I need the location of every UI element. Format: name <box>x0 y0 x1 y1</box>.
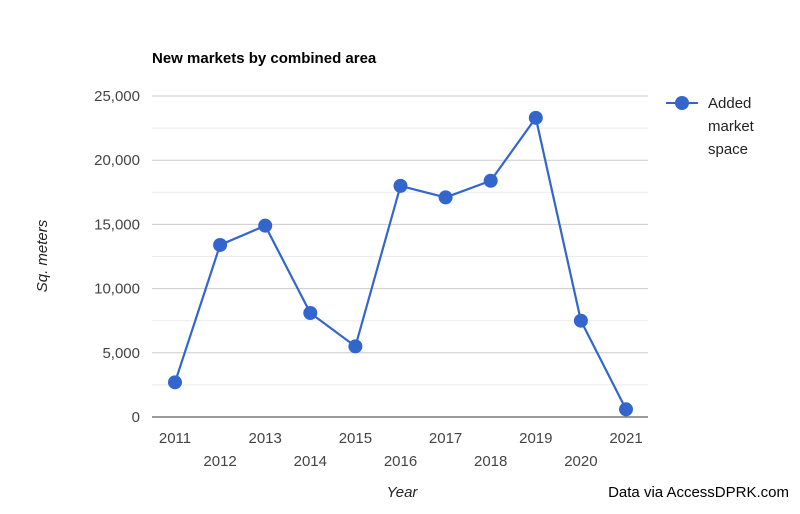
y-axis-title: Sq. meters <box>34 219 51 292</box>
series-line <box>173 116 627 410</box>
data-point-2017[interactable] <box>438 190 453 205</box>
y-tick-label: 15,000 <box>94 216 140 233</box>
data-point-2018[interactable] <box>483 173 498 188</box>
legend-label-line-2: market <box>708 118 755 135</box>
data-point-2019[interactable] <box>528 110 543 125</box>
gridlines <box>152 95 648 418</box>
x-tick-label: 2011 <box>159 430 191 447</box>
data-point-2016[interactable] <box>393 178 408 193</box>
chart-title: New markets by combined area <box>152 50 377 67</box>
x-tick-label: 2013 <box>249 430 282 447</box>
legend-marker <box>675 96 689 110</box>
x-tick-label: 2019 <box>519 430 552 447</box>
y-tick-label: 5,000 <box>102 345 140 362</box>
x-tick-label: 2012 <box>203 453 236 470</box>
x-tick-labels: 2011 2012 2013 2014 2015 2016 2017 2018 2019 2020… <box>159 430 643 470</box>
y-tick-label: 25,000 <box>94 88 140 105</box>
x-tick-label: 2015 <box>339 430 372 447</box>
x-axis-title: Year <box>387 484 419 501</box>
legend: Added market space <box>666 95 755 158</box>
x-tick-label: 2017 <box>429 430 462 447</box>
x-tick-label: 2021 <box>609 430 642 447</box>
data-point-2015[interactable] <box>348 339 363 354</box>
y-tick-labels: 0 5,000 10,000 15,000 20,000 25,000 <box>94 88 140 426</box>
data-point-2011[interactable] <box>168 375 182 390</box>
y-tick-label: 20,000 <box>94 152 140 169</box>
x-tick-label: 2016 <box>384 453 417 470</box>
data-point-2013[interactable] <box>258 218 273 233</box>
data-point-2012[interactable] <box>213 237 228 252</box>
legend-label-line-3: space <box>708 141 748 158</box>
data-point-2014[interactable] <box>303 305 318 320</box>
legend-label-line-1: Added <box>708 95 751 112</box>
data-point-2021[interactable] <box>619 402 633 417</box>
data-source-credit: Data via AccessDPRK.com <box>608 484 789 501</box>
y-tick-label: 10,000 <box>94 281 140 298</box>
data-point-2020[interactable] <box>573 313 588 328</box>
x-tick-label: 2018 <box>474 453 507 470</box>
x-tick-label: 2020 <box>564 453 597 470</box>
y-tick-label: 0 <box>132 409 140 426</box>
x-tick-label: 2014 <box>294 453 327 470</box>
series-added-market-space <box>168 110 633 417</box>
